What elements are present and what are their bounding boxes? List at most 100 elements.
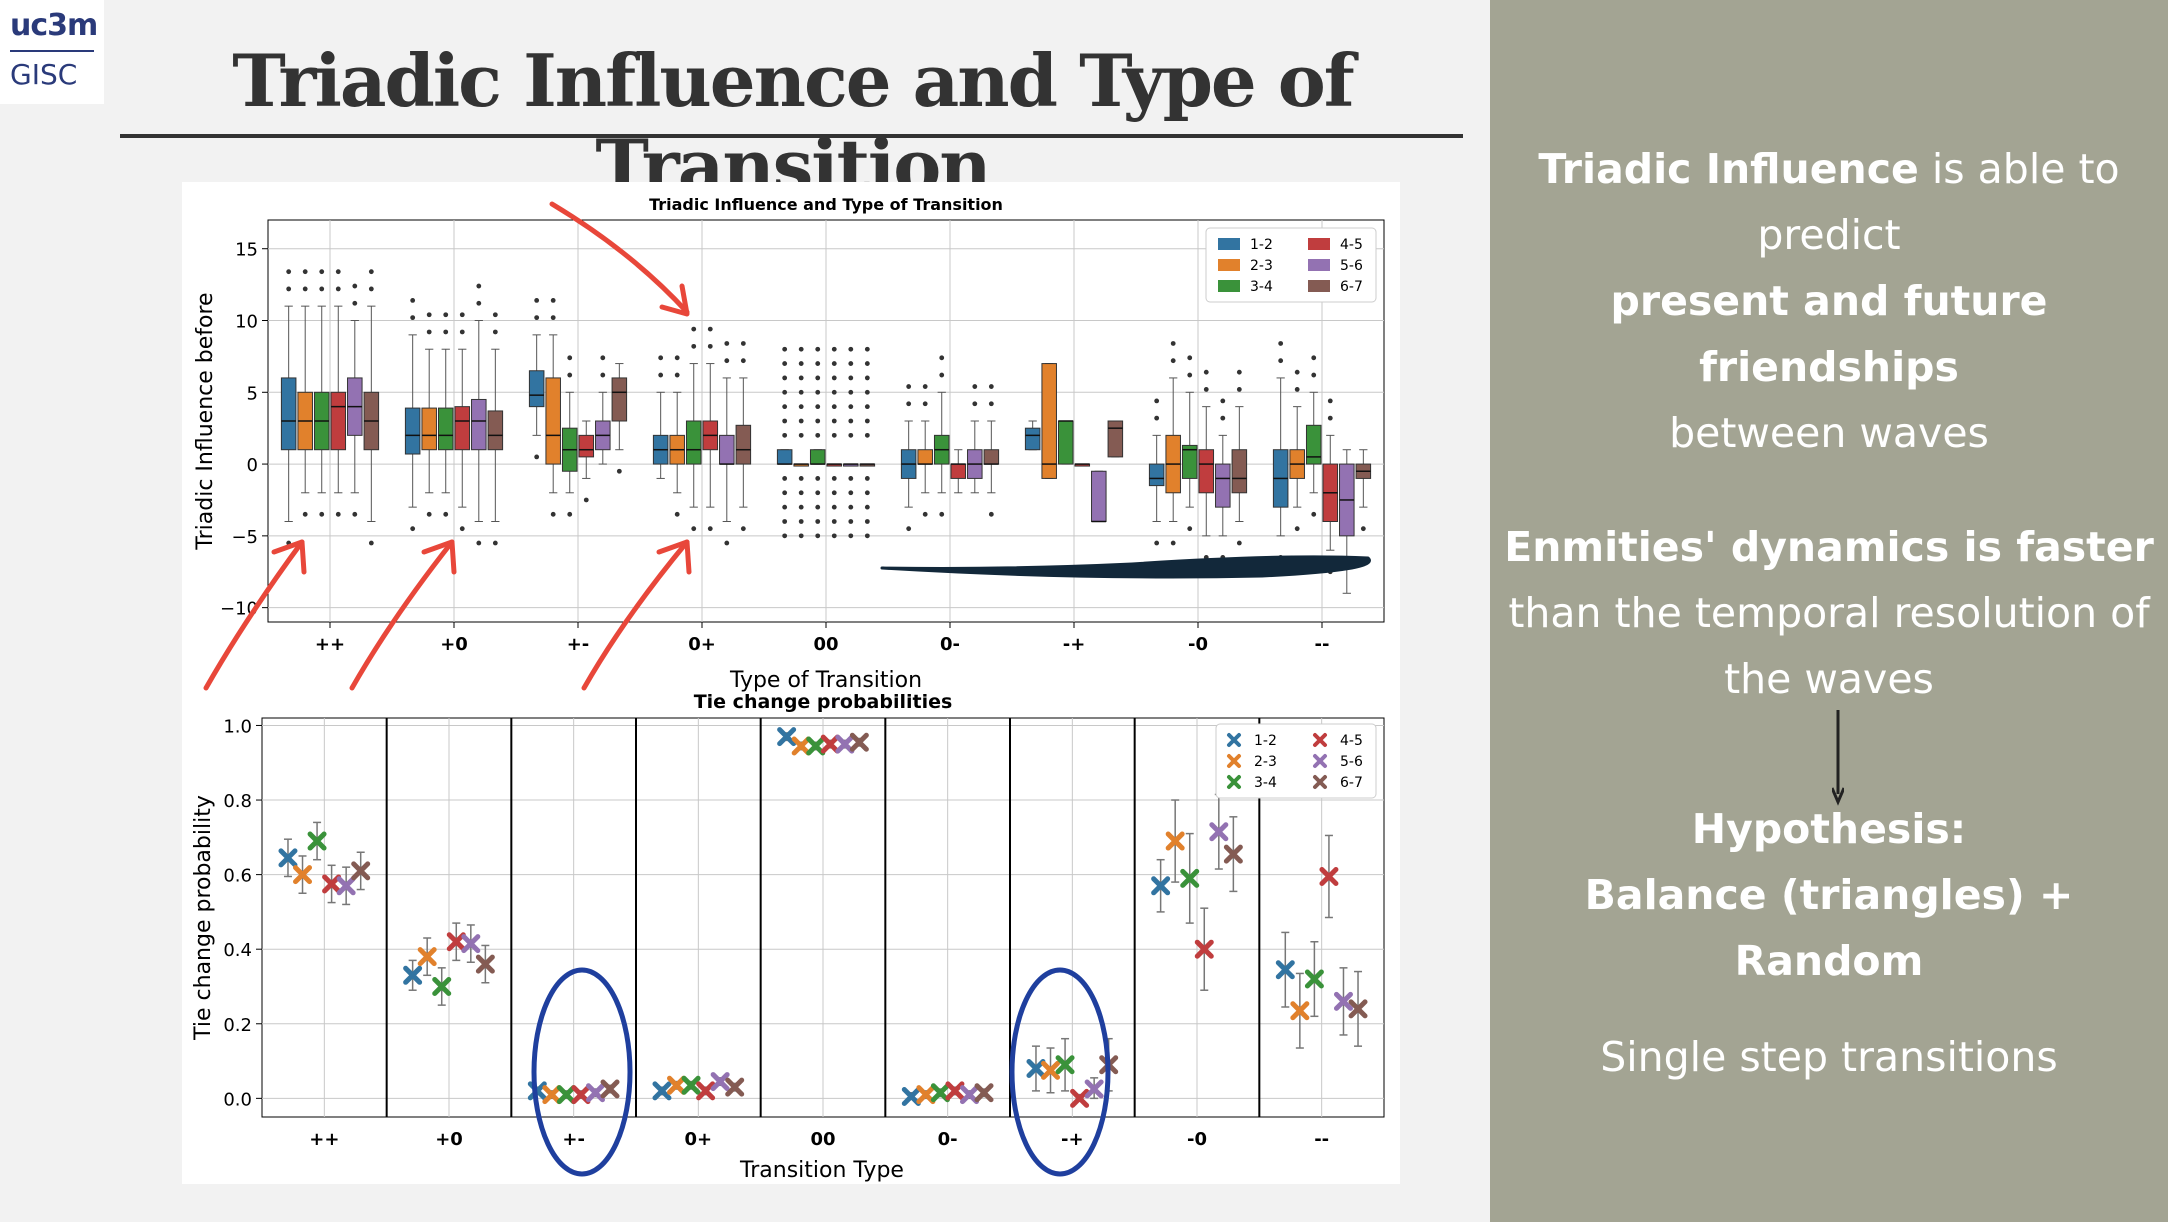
x-tick-label: 0- bbox=[938, 1129, 958, 1150]
outlier-dot bbox=[410, 315, 416, 321]
outlier-dot bbox=[567, 511, 573, 517]
x-tick-label: -- bbox=[1314, 1129, 1329, 1150]
outlier-dot bbox=[972, 384, 978, 389]
outlier-dot bbox=[443, 312, 449, 318]
outlier-dot bbox=[906, 384, 912, 389]
outlier-dot bbox=[352, 300, 358, 306]
box bbox=[917, 449, 933, 465]
data-point-x-marker bbox=[600, 1079, 620, 1099]
box bbox=[578, 434, 595, 458]
outlier-dot bbox=[864, 519, 870, 524]
annotation-arrowhead-red bbox=[659, 283, 690, 317]
annotation-arrow-red bbox=[349, 539, 455, 691]
x-tick-label: 00 bbox=[813, 634, 838, 655]
outlier-dot bbox=[1203, 387, 1209, 392]
legend-label: 6-7 bbox=[1340, 775, 1363, 791]
outlier-dot bbox=[674, 511, 680, 517]
outlier-dot bbox=[831, 375, 837, 381]
outlier-dot bbox=[864, 504, 870, 510]
outlier-dot bbox=[443, 329, 449, 335]
annotation-arrow-red bbox=[581, 539, 690, 691]
outlier-dot bbox=[476, 540, 482, 546]
legend-label: 1-2 bbox=[1254, 733, 1277, 749]
outlier-dot bbox=[906, 401, 912, 407]
outlier-dot bbox=[426, 312, 432, 318]
outlier-dot bbox=[831, 389, 837, 395]
outlier-dot bbox=[798, 432, 804, 438]
outlier-dot bbox=[335, 286, 341, 292]
outlier-dot bbox=[782, 389, 788, 395]
outlier-dot bbox=[831, 361, 837, 366]
outlier-dot bbox=[922, 401, 928, 407]
outlier-dot bbox=[782, 375, 788, 381]
outlier-dot bbox=[798, 418, 804, 424]
outlier-dot bbox=[906, 526, 912, 532]
data-point-x-marker bbox=[336, 876, 356, 896]
outlier-dot bbox=[831, 346, 837, 352]
data-point-x-marker bbox=[1333, 991, 1353, 1011]
outlier-dot bbox=[1170, 358, 1176, 364]
outlier-dot bbox=[1236, 369, 1242, 375]
x-tick-label: -+ bbox=[1061, 1129, 1084, 1150]
outlier-dot bbox=[815, 418, 821, 424]
outlier-dot bbox=[798, 361, 804, 366]
outlier-dot bbox=[319, 269, 325, 275]
legend-swatch bbox=[1218, 238, 1240, 250]
data-point-x-marker bbox=[652, 1081, 672, 1101]
outlier-dot bbox=[616, 468, 622, 474]
side-bold-text: Enmities' dynamics is faster bbox=[1504, 523, 2154, 571]
outlier-dot bbox=[922, 384, 928, 389]
outlier-dot bbox=[1278, 358, 1284, 364]
outlier-dot bbox=[782, 519, 788, 524]
data-point-x-marker bbox=[293, 865, 313, 885]
figure: 15 10 5 0 −5 −10 ++ +0 +- 0+ 00 0- -+ -0 -- Triadic Inf… bbox=[182, 182, 1400, 1184]
outlier-dot bbox=[492, 540, 498, 546]
outlier-dot bbox=[724, 341, 730, 346]
outlier-dot bbox=[798, 490, 804, 496]
box bbox=[1305, 424, 1322, 465]
box bbox=[454, 406, 471, 451]
side-paragraph-2: Enmities' dynamics is faster than the te… bbox=[1490, 514, 2168, 712]
outlier-dot bbox=[848, 346, 854, 352]
y-tick-label: 0.8 bbox=[223, 791, 252, 812]
outlier-dot bbox=[1327, 398, 1333, 404]
annotation-arrowhead-red bbox=[656, 539, 692, 575]
y-tick-label: 0.0 bbox=[223, 1089, 252, 1110]
outlier-dot bbox=[815, 504, 821, 510]
outlier-dot bbox=[848, 533, 854, 539]
outlier-dot bbox=[831, 504, 837, 510]
outlier-dot bbox=[319, 286, 325, 292]
data-point-x-marker bbox=[1290, 1001, 1310, 1021]
data-point-x-marker bbox=[945, 1081, 965, 1101]
x-tick-label: -- bbox=[1315, 634, 1330, 655]
outlier-dot bbox=[864, 404, 870, 410]
x-tick-label: +0 bbox=[440, 634, 468, 655]
outlier-dot bbox=[848, 519, 854, 524]
outlier-dot bbox=[534, 315, 540, 321]
scatter-x-label: Transition Type bbox=[739, 1158, 904, 1183]
legend-label: 4-5 bbox=[1340, 733, 1363, 749]
data-point-x-marker bbox=[959, 1085, 979, 1105]
outlier-dot bbox=[815, 533, 821, 539]
outlier-dot bbox=[459, 329, 465, 335]
data-point-x-marker bbox=[1070, 1088, 1090, 1108]
outlier-dot bbox=[848, 389, 854, 395]
outlier-dot bbox=[352, 511, 358, 517]
outlier-dot bbox=[1294, 369, 1300, 375]
outlier-dot bbox=[782, 432, 788, 438]
outlier-dot bbox=[1294, 387, 1300, 392]
y-tick-label: −5 bbox=[231, 527, 258, 548]
data-point-x-marker bbox=[322, 874, 342, 894]
data-point-x-marker bbox=[1026, 1059, 1046, 1079]
legend-label: 5-6 bbox=[1340, 754, 1363, 770]
box bbox=[983, 449, 1000, 465]
data-point-x-marker bbox=[710, 1072, 730, 1092]
y-tick-label: 1.0 bbox=[223, 716, 252, 737]
annotation-arrowhead-red bbox=[271, 539, 307, 575]
outlier-dot bbox=[691, 326, 697, 332]
outlier-dot bbox=[583, 497, 589, 503]
box bbox=[809, 449, 826, 465]
outlier-dot bbox=[798, 519, 804, 524]
outlier-dot bbox=[864, 361, 870, 366]
outlier-dot bbox=[335, 511, 341, 517]
